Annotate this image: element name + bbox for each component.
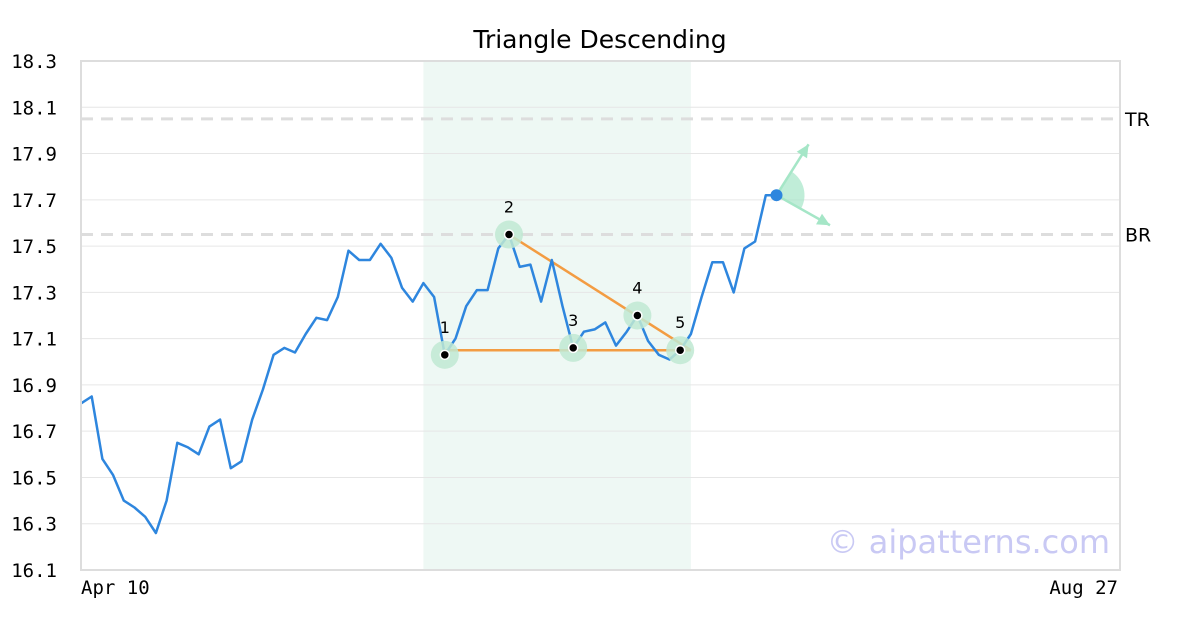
y-tick-label: 18.1 — [11, 97, 57, 119]
reference-label-br: BR — [1125, 225, 1151, 247]
y-tick-label: 17.3 — [11, 282, 57, 304]
projection-arrows — [770, 143, 831, 227]
y-tick-label: 17.1 — [11, 329, 57, 351]
y-tick-label: 16.1 — [11, 560, 57, 582]
pattern-points: 1 2 3 4 5 — [430, 198, 695, 369]
watermark: © aipatterns.com — [827, 523, 1110, 561]
x-axis: Apr 10 Aug 27 — [81, 577, 1118, 599]
pattern-point — [674, 344, 686, 356]
pattern-point-label: 1 — [440, 318, 450, 337]
pattern-point-label: 2 — [504, 198, 514, 217]
pattern-line — [508, 233, 692, 352]
projection-arrowhead — [816, 213, 830, 226]
x-tick-label: Apr 10 — [81, 577, 150, 599]
plot-frame — [80, 60, 1121, 571]
y-axis: 16.1 16.3 16.5 16.7 16.9 17.1 17.3 17.5 17.7 17.9… — [11, 51, 57, 582]
reference-label-tr: TR — [1124, 109, 1150, 131]
pattern-point-label: 3 — [568, 311, 578, 330]
grid-layer — [81, 60, 1120, 571]
y-tick-label: 18.3 — [11, 51, 57, 73]
pattern-point-label: 4 — [632, 279, 642, 298]
y-tick-label: 17.5 — [11, 236, 57, 258]
pattern-point — [503, 229, 515, 240]
y-tick-label: 16.5 — [11, 467, 57, 489]
y-tick-label: 16.3 — [11, 514, 57, 536]
price-line — [80, 193, 777, 535]
y-tick-label: 16.7 — [11, 421, 57, 443]
pattern-point-label: 5 — [675, 313, 685, 332]
price-series — [80, 193, 777, 535]
projection-arrowhead — [796, 144, 809, 159]
pattern-point — [632, 310, 643, 321]
reference-lines: TR BR — [81, 109, 1151, 247]
y-tick-label: 17.9 — [11, 144, 57, 166]
chart-title: Triangle Descending — [472, 25, 726, 54]
pattern-point — [567, 342, 579, 354]
current-price-point — [770, 189, 783, 202]
pattern-point — [439, 349, 451, 361]
projection-sector — [776, 171, 805, 209]
x-tick-label: Aug 27 — [1049, 577, 1118, 599]
y-tick-label: 17.7 — [11, 190, 57, 212]
y-tick-label: 16.9 — [11, 375, 57, 397]
